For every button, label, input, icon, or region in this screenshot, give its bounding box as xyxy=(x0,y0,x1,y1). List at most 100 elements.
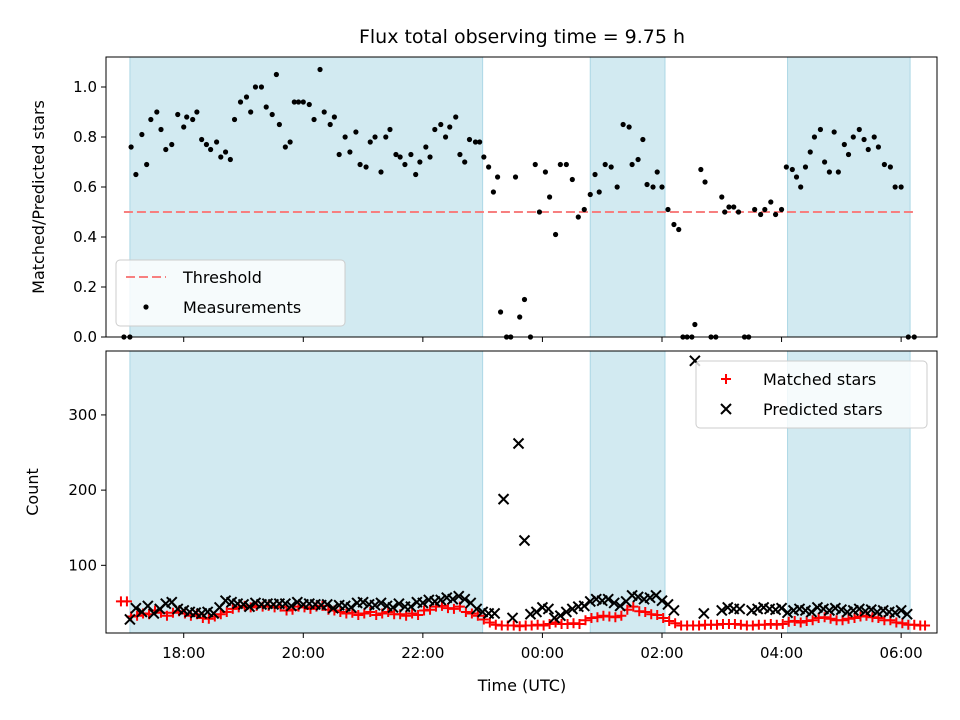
predicted-star-point xyxy=(327,602,339,614)
plot-frame xyxy=(105,56,938,338)
matched-star-point xyxy=(825,613,836,624)
predicted-star-point xyxy=(470,603,483,615)
measurement-point xyxy=(208,146,214,153)
predicted-star-point xyxy=(602,593,614,605)
measurement-point xyxy=(587,191,593,198)
measurement-point xyxy=(752,206,758,213)
measurement-point xyxy=(722,209,728,215)
measurement-point xyxy=(592,171,598,178)
matched-star-point xyxy=(359,608,370,619)
measurement-point xyxy=(453,114,459,120)
predicted-star-point xyxy=(345,601,357,614)
measurement-point xyxy=(731,204,737,210)
predicted-star-point xyxy=(243,600,256,613)
measurement-point xyxy=(383,134,389,140)
x-tick-label: 22:00 xyxy=(401,644,444,662)
predicted-star-point xyxy=(775,602,788,614)
measurement-point xyxy=(321,109,327,115)
measurement-point xyxy=(295,99,302,105)
legend-measurement-swatch xyxy=(143,304,149,310)
measurement-point xyxy=(497,309,504,315)
measurement-point xyxy=(163,146,169,153)
predicted-star-point xyxy=(357,596,369,608)
matched-star-point xyxy=(448,603,459,614)
measurement-point xyxy=(287,139,293,145)
legend-measurement-label: Measurements xyxy=(183,298,301,317)
predicted-star-point xyxy=(148,607,160,620)
matched-star-point xyxy=(460,606,471,617)
x-tick-label: 00:00 xyxy=(521,644,564,662)
legend-box xyxy=(115,259,346,327)
measurement-point xyxy=(817,126,824,133)
measurement-point xyxy=(148,116,154,123)
measurement-point xyxy=(457,151,463,158)
measurement-point xyxy=(413,171,419,178)
measurement-point xyxy=(517,314,523,320)
measurement-point xyxy=(367,139,373,145)
predicted-star-point xyxy=(656,594,668,607)
measurement-point xyxy=(258,84,265,90)
y-tick-label: 0.8 xyxy=(73,128,97,146)
predicted-star-point xyxy=(291,596,304,608)
measurement-point xyxy=(139,131,145,138)
matched-star-point xyxy=(592,612,603,623)
matched-star-point xyxy=(920,620,931,631)
measurement-point xyxy=(841,141,847,148)
measurement-point xyxy=(477,139,483,145)
predicted-star-point xyxy=(458,593,471,605)
measurement-point xyxy=(726,204,732,210)
matched-star-point xyxy=(897,618,908,629)
matched-star-point xyxy=(538,620,549,631)
legend-predicted-swatch xyxy=(720,403,732,415)
measurement-point xyxy=(331,114,337,120)
legend-matched-swatch xyxy=(721,374,731,384)
measurement-point xyxy=(542,169,549,175)
measurement-point xyxy=(387,126,393,133)
measurement-point xyxy=(758,211,764,218)
measurement-point xyxy=(169,141,175,148)
measurement-point xyxy=(432,126,438,133)
predicted-star-point xyxy=(584,595,596,608)
measurement-point xyxy=(218,154,224,160)
matched-star-point xyxy=(849,612,860,623)
measurement-point xyxy=(644,181,650,188)
y-tick-label: 0.6 xyxy=(73,178,97,196)
measurement-point xyxy=(762,206,768,213)
measurement-point xyxy=(427,154,433,160)
matched-star-point xyxy=(484,617,495,628)
measurement-point xyxy=(772,211,779,218)
predicted-star-point xyxy=(369,599,381,611)
matched-star-point xyxy=(371,609,382,620)
predicted-star-point xyxy=(853,603,865,615)
predicted-star-point xyxy=(375,597,387,609)
matched-star-point xyxy=(121,596,132,607)
legend-threshold-label: Threshold xyxy=(182,268,262,287)
predicted-star-point xyxy=(417,597,429,609)
measurement-point xyxy=(194,109,200,115)
measurement-point xyxy=(536,209,543,215)
predicted-star-point xyxy=(435,594,447,606)
predicted-star-point xyxy=(865,603,877,616)
measurement-point xyxy=(665,206,671,213)
matched-star-point xyxy=(807,615,818,626)
measurement-point xyxy=(372,134,378,140)
bottom-y-axis-label: Count xyxy=(23,468,42,516)
measurement-point xyxy=(184,114,190,120)
measurement-point xyxy=(626,124,632,130)
predicted-star-point xyxy=(124,613,136,626)
legend-matched-label: Matched stars xyxy=(763,370,876,389)
matched-star-point xyxy=(652,609,663,620)
matched-star-point xyxy=(580,615,591,626)
measurement-point xyxy=(892,184,898,190)
matched-star-point xyxy=(574,618,585,629)
y-tick-label: 200 xyxy=(68,481,97,499)
measurement-point xyxy=(898,184,904,190)
measurement-point xyxy=(393,151,399,158)
measurement-point xyxy=(881,161,887,168)
shaded-interval-1 xyxy=(589,350,666,634)
measurement-point xyxy=(363,164,369,170)
matched-star-point xyxy=(664,615,675,626)
measurement-point xyxy=(327,121,333,128)
predicted-star-point xyxy=(506,612,519,624)
